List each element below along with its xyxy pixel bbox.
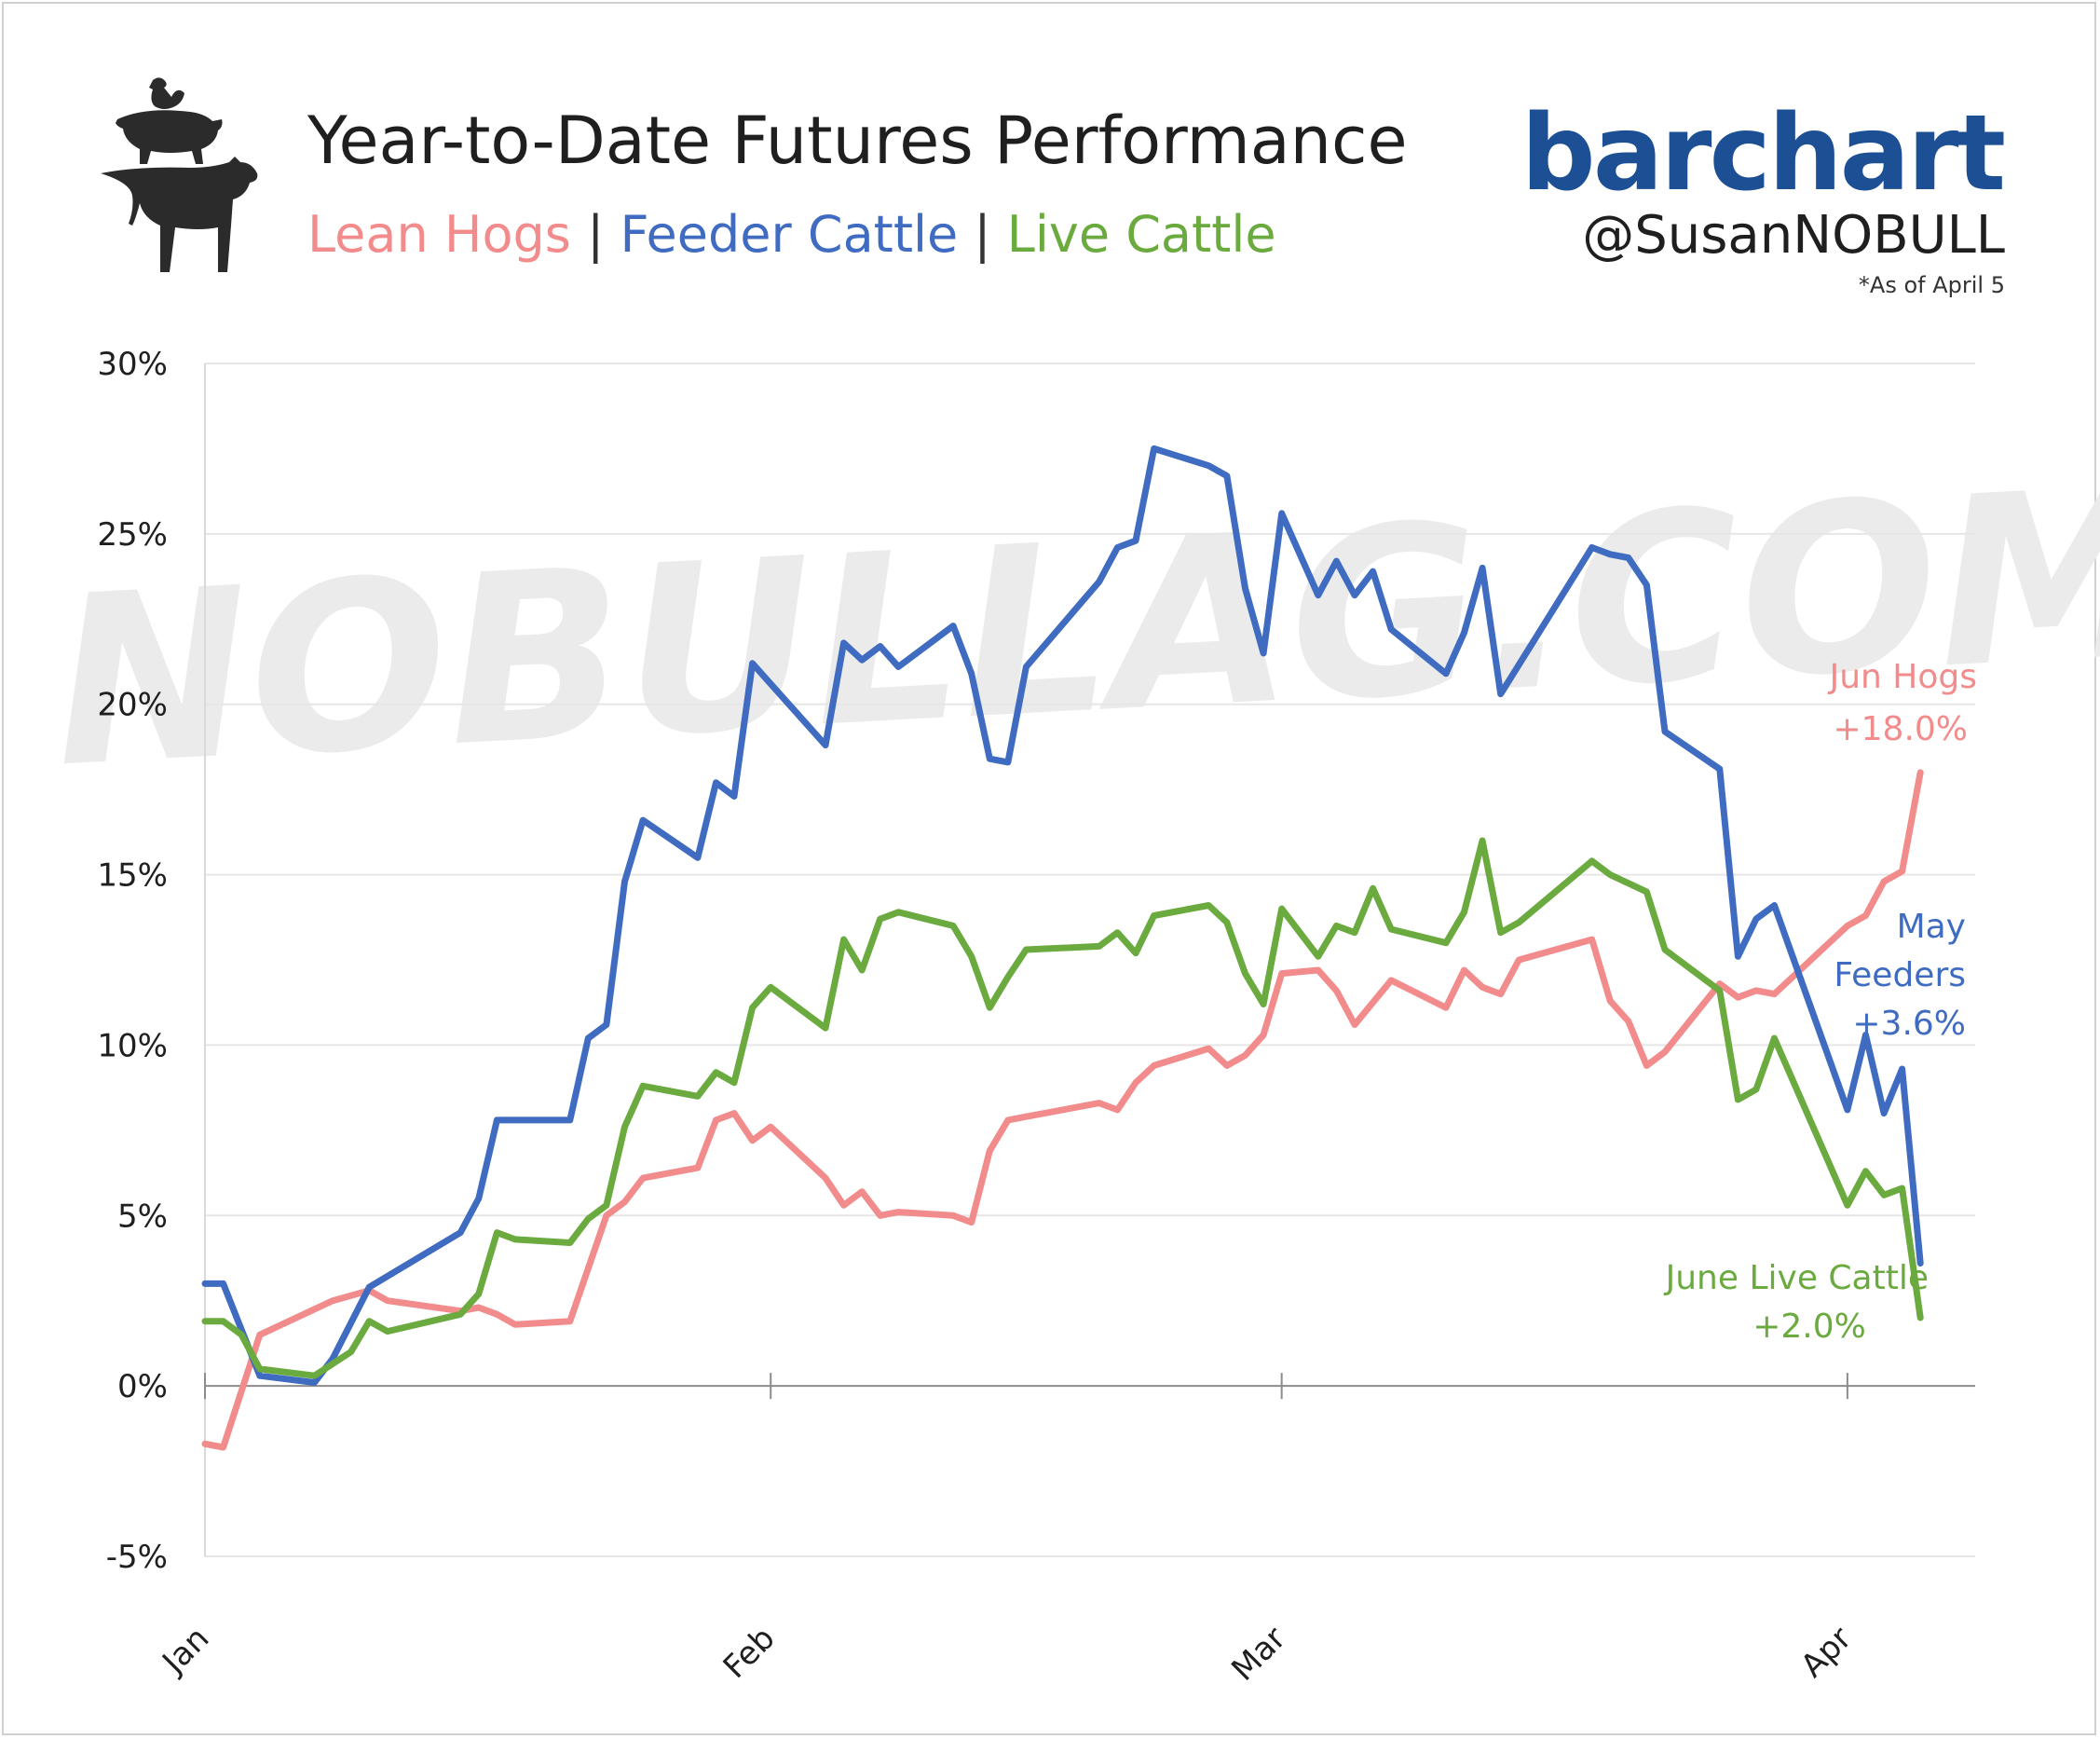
y-tick-label: 10% — [97, 1027, 168, 1064]
series-end-label: June Live Cattle — [1664, 1259, 1929, 1297]
as-of-note: *As of April 5 — [1858, 272, 2005, 298]
y-tick-label: 30% — [97, 346, 168, 383]
series-end-label: +2.0% — [1752, 1308, 1866, 1346]
y-tick-label: 25% — [97, 516, 168, 554]
series-end-label: Jun Hogs — [1828, 658, 1977, 696]
subtitle-separator-1: | — [587, 205, 605, 264]
series-line-2 — [201, 837, 1924, 1379]
y-tick-label: 20% — [97, 687, 168, 724]
series-line-0 — [201, 769, 1924, 1451]
y-tick-label: 5% — [117, 1198, 168, 1235]
brand-logo: barchart — [1520, 93, 2006, 214]
x-tick-label: Jan — [155, 1620, 217, 1682]
subtitle-feeder-cattle: Feeder Cattle — [620, 205, 959, 264]
series-end-label: +3.6% — [1852, 1005, 1966, 1043]
subtitle-separator-2: | — [974, 205, 991, 264]
y-tick-label: -5% — [106, 1539, 168, 1576]
series-end-label: May — [1897, 908, 1966, 946]
series-end-label: +18.0% — [1833, 710, 1968, 748]
subtitle-lean-hogs: Lean Hogs — [307, 205, 571, 264]
chart-subtitle: Lean Hogs | Feeder Cattle | Live Cattle — [307, 205, 1276, 264]
y-tick-label: 0% — [117, 1368, 168, 1405]
y-tick-label: 15% — [97, 857, 168, 895]
subtitle-live-cattle: Live Cattle — [1006, 205, 1276, 264]
livestock-stack-icon — [101, 77, 258, 272]
x-tick-label: Apr — [1793, 1620, 1859, 1685]
watermark: NOBULLAG.COM — [48, 437, 2100, 819]
series-line-1 — [201, 445, 1924, 1386]
x-tick-label: Mar — [1224, 1620, 1293, 1689]
x-tick-label: Feb — [716, 1620, 783, 1686]
series-end-label: Feeders — [1834, 956, 1966, 994]
chart-title: Year-to-Date Futures Performance — [307, 103, 1408, 179]
twitter-handle: @SusanNOBULL — [1582, 205, 2005, 266]
